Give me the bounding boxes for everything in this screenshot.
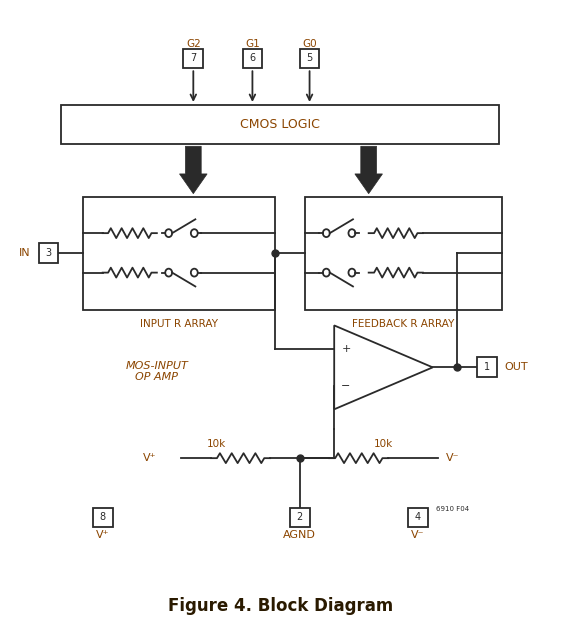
Text: 10k: 10k bbox=[206, 440, 226, 449]
Bar bbox=[39, 243, 58, 263]
Text: AGND: AGND bbox=[283, 530, 316, 540]
Text: FEEDBACK R ARRAY: FEEDBACK R ARRAY bbox=[352, 319, 454, 329]
Bar bbox=[93, 507, 113, 527]
Text: Figure 4. Block Diagram: Figure 4. Block Diagram bbox=[168, 597, 393, 615]
Bar bbox=[61, 105, 499, 144]
Polygon shape bbox=[180, 146, 207, 194]
Text: 3: 3 bbox=[45, 248, 52, 258]
Text: 10k: 10k bbox=[374, 440, 393, 449]
Text: 2: 2 bbox=[297, 512, 303, 523]
Text: G1: G1 bbox=[245, 39, 260, 48]
Text: −: − bbox=[341, 381, 351, 391]
Text: G2: G2 bbox=[186, 39, 201, 48]
Bar bbox=[305, 197, 502, 310]
Text: MOS-INPUT
OP AMP: MOS-INPUT OP AMP bbox=[126, 360, 188, 382]
Text: +: + bbox=[341, 344, 351, 354]
Text: V⁻: V⁻ bbox=[445, 453, 459, 463]
Bar bbox=[477, 357, 496, 377]
Text: V⁺: V⁺ bbox=[144, 453, 157, 463]
Text: INPUT R ARRAY: INPUT R ARRAY bbox=[140, 319, 218, 329]
Text: CMOS LOGIC: CMOS LOGIC bbox=[240, 118, 320, 131]
Text: 8: 8 bbox=[100, 512, 105, 523]
Bar bbox=[242, 48, 263, 68]
Text: 1: 1 bbox=[484, 362, 490, 373]
Text: 4: 4 bbox=[415, 512, 421, 523]
Bar bbox=[408, 507, 428, 527]
Text: G0: G0 bbox=[302, 39, 317, 48]
Text: 6: 6 bbox=[249, 54, 255, 63]
Polygon shape bbox=[355, 146, 383, 194]
Bar bbox=[83, 197, 275, 310]
Text: IN: IN bbox=[19, 248, 31, 258]
Bar bbox=[183, 48, 203, 68]
Text: 7: 7 bbox=[190, 54, 196, 63]
Text: V⁻: V⁻ bbox=[411, 530, 425, 540]
Text: 6910 F04: 6910 F04 bbox=[436, 507, 469, 512]
Bar bbox=[300, 48, 319, 68]
Text: OUT: OUT bbox=[505, 362, 528, 373]
Text: V⁺: V⁺ bbox=[96, 530, 109, 540]
Bar bbox=[290, 507, 310, 527]
Text: 5: 5 bbox=[306, 54, 312, 63]
